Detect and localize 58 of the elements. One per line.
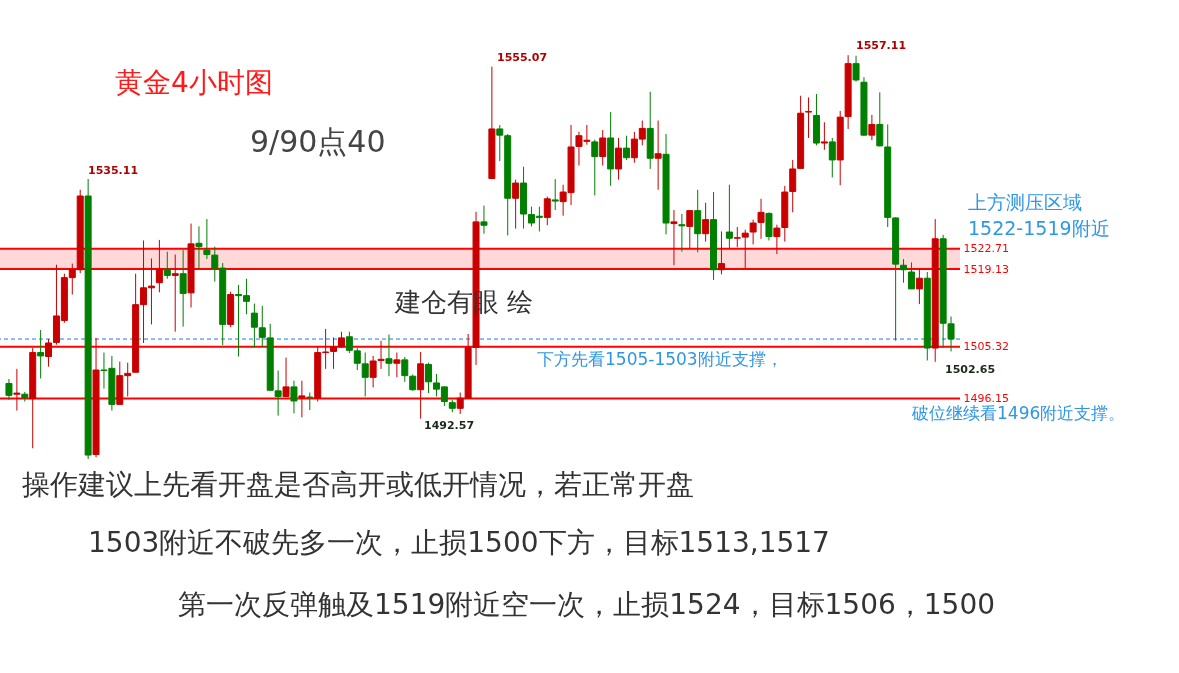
candlestick	[805, 96, 813, 139]
candlestick	[37, 329, 45, 379]
candlestick	[694, 189, 702, 253]
text: 上方测压区域	[968, 191, 1082, 213]
candlestick	[401, 356, 409, 383]
annotation: 1535.11	[88, 164, 139, 177]
annotation: 第一次反弹触及1519附近空一次，止损1524，目标1506，1500	[178, 588, 996, 621]
candlestick	[282, 357, 290, 397]
annotation: 1557.11	[856, 39, 907, 52]
candlestick	[670, 209, 678, 266]
y-tick-label: 1496.15	[963, 391, 1009, 405]
annotation: 破位继续看1496附近支撑。	[911, 403, 1126, 423]
candlestick	[702, 202, 710, 243]
y-tick-label: 1522.71	[963, 242, 1009, 256]
candlestick	[717, 230, 725, 275]
candlestick	[900, 258, 908, 284]
candlestick	[298, 380, 306, 418]
candlestick	[290, 380, 298, 414]
candlestick	[622, 135, 630, 161]
annotation: 操作建议上先看开盘是否高开或低开情况，若正常开盘	[22, 468, 694, 501]
candlestick	[163, 251, 171, 280]
annotation: 1492.57	[424, 419, 475, 432]
candlestick	[393, 352, 401, 378]
candlestick	[543, 196, 551, 226]
candlestick	[512, 179, 520, 230]
y-tick-label: 1519.13	[963, 262, 1009, 276]
candlestick	[615, 137, 623, 181]
candlestick	[765, 211, 773, 241]
text: 9/90点40	[250, 124, 386, 159]
candlestick	[820, 121, 828, 151]
candlestick	[155, 239, 163, 293]
candlestick	[425, 362, 433, 394]
candlestick	[13, 368, 21, 412]
candlestick	[828, 137, 836, 178]
candlestick	[195, 225, 203, 269]
y-tick-label: 1505.32	[963, 340, 1009, 354]
candlestick	[686, 209, 694, 249]
candlestick	[385, 334, 393, 377]
candlestick	[599, 129, 607, 167]
annotation: 下方先看1505-1503附近支撑，	[537, 349, 783, 369]
annotation: 1502.65	[945, 363, 996, 376]
candlestick	[907, 261, 915, 290]
candlestick	[678, 213, 686, 253]
candlestick	[852, 55, 860, 83]
candlestick	[551, 178, 559, 211]
candlestick	[654, 120, 662, 191]
annotation: 1503附近不破先多一次，止损1500下方，目标1513,1517	[88, 526, 830, 559]
candlestick	[868, 114, 876, 141]
candlestick	[591, 139, 599, 196]
text: 1522-1519附近	[968, 217, 1110, 239]
text: 黄金4小时图	[115, 66, 273, 99]
candlestick	[5, 378, 13, 401]
candlestick	[725, 184, 733, 249]
annotation: 1555.07	[497, 51, 548, 64]
candlestick	[179, 249, 187, 328]
candlestick	[915, 268, 923, 305]
candlestick	[480, 205, 488, 235]
candlestick	[171, 254, 179, 333]
